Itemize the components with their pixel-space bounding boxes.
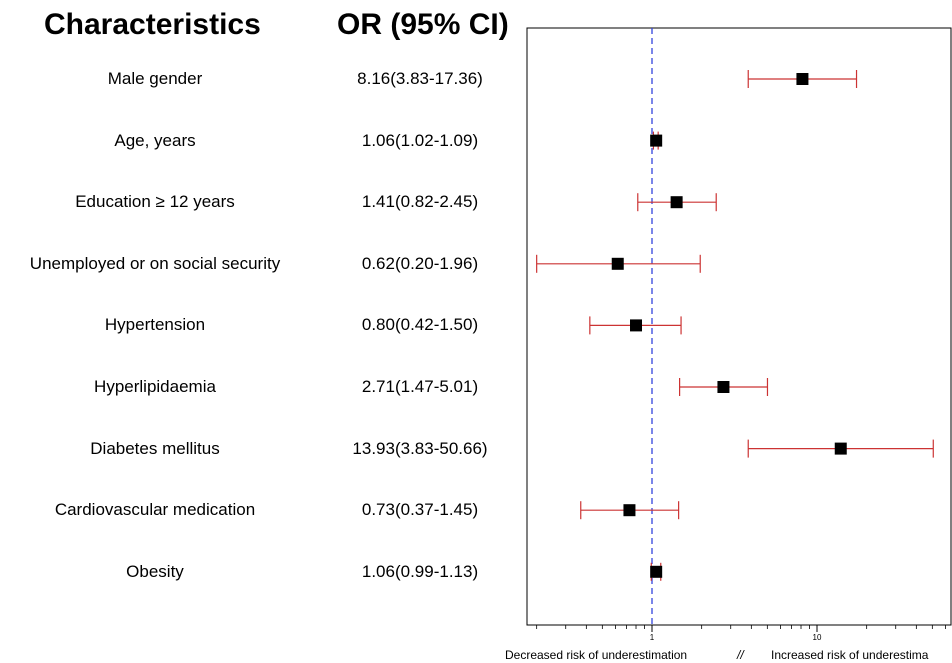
row-or-value: 1.06(0.99-1.13) — [361, 561, 479, 581]
row-label: Age, years — [114, 130, 196, 150]
row-or-value: 13.93(3.83-50.66) — [352, 438, 488, 458]
row-label: Hyperlipidaemia — [94, 377, 216, 396]
or-point — [623, 504, 636, 517]
or-point — [611, 257, 624, 270]
row-label: Diabetes mellitus — [90, 438, 220, 458]
or-point — [670, 196, 683, 209]
x-tick-label: 10 — [813, 633, 822, 642]
row-label: Male gender — [107, 69, 203, 88]
or-point — [650, 565, 663, 578]
row-label: Cardiovascular medication — [54, 500, 256, 520]
plot-frame — [526, 27, 952, 626]
row-label: Education ≥ 12 years — [75, 192, 235, 212]
row-or-value: 1.06(1.02-1.09) — [361, 130, 479, 150]
row-or-value: 2.71(1.47-5.01) — [361, 377, 479, 396]
characteristics-header: Characteristics — [44, 8, 261, 41]
axis-caption-separator: // — [736, 648, 745, 662]
or-point — [834, 442, 847, 455]
row-label: Unemployed or on social security — [29, 253, 281, 273]
row-or-value: 0.62(0.20-1.96) — [361, 253, 479, 273]
or-point — [717, 381, 730, 393]
or-point — [630, 319, 643, 332]
or-point — [650, 134, 663, 147]
row-or-value: 8.16(3.83-17.36) — [357, 69, 483, 88]
row-or-value: 0.80(0.42-1.50) — [361, 315, 479, 335]
axis-caption-right: Increased risk of underestima — [771, 648, 929, 662]
x-tick-label: 1 — [650, 633, 655, 642]
or-point — [796, 73, 809, 85]
row-label: Hypertension — [104, 315, 206, 335]
or-ci-header: OR (95% CI) — [337, 8, 509, 41]
row-or-value: 1.41(0.82-2.45) — [361, 192, 479, 212]
axis-caption-left: Decreased risk of underestimation — [505, 648, 687, 662]
row-or-value: 0.73(0.37-1.45) — [361, 500, 479, 520]
row-label: Obesity — [126, 561, 184, 581]
